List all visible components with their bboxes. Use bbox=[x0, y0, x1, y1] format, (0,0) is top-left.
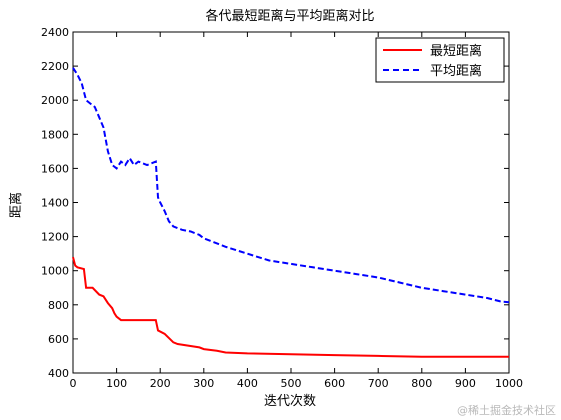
y-tick-label: 400 bbox=[48, 367, 69, 380]
y-tick-label: 2000 bbox=[41, 94, 69, 107]
legend: 最短距离 平均距离 bbox=[375, 37, 505, 83]
x-tick-label: 800 bbox=[411, 377, 432, 390]
plot-frame bbox=[72, 31, 510, 374]
y-tick-label: 600 bbox=[48, 333, 69, 346]
x-axis: 0 100 200 300 400 500 600 700 800 900 1000 bbox=[70, 32, 523, 390]
y-axis-label: 距离 bbox=[8, 192, 24, 218]
y-tick-label: 2400 bbox=[41, 26, 69, 39]
x-tick-label: 500 bbox=[281, 377, 302, 390]
x-tick-label: 700 bbox=[368, 377, 389, 390]
x-tick-label: 600 bbox=[324, 377, 345, 390]
plot-area: 4006008001000120014001600180020002200240… bbox=[41, 26, 523, 390]
series-line-min-distance bbox=[72, 256, 509, 358]
legend-label-min-distance: 最短距离 bbox=[430, 43, 482, 59]
x-tick-label: 200 bbox=[150, 377, 171, 390]
y-tick-label: 2200 bbox=[41, 60, 69, 73]
x-tick-label: 400 bbox=[237, 377, 258, 390]
chart-title: 各代最短距离与平均距离对比 bbox=[205, 8, 374, 24]
x-tick-label: 900 bbox=[455, 377, 476, 390]
y-axis: 400 600 800 1000 1200 1400 1600 1800 2000 2200 240… bbox=[41, 26, 509, 380]
x-tick-label: 0 bbox=[70, 377, 77, 390]
x-tick-label: 100 bbox=[106, 377, 127, 390]
y-tick-label: 1600 bbox=[41, 162, 69, 175]
legend-label-avg-distance: 平均距离 bbox=[430, 63, 482, 79]
watermark: @稀土掘金技术社区 bbox=[457, 403, 556, 417]
x-axis-label: 迭代次数 bbox=[264, 393, 316, 409]
x-tick-label: 300 bbox=[193, 377, 214, 390]
y-tick-label: 1400 bbox=[41, 197, 69, 210]
y-tick-label: 800 bbox=[48, 299, 69, 312]
y-tick-label: 1200 bbox=[41, 231, 69, 244]
x-tick-label: 1000 bbox=[495, 377, 523, 390]
series-line-avg-distance bbox=[72, 67, 510, 304]
series-lines bbox=[72, 67, 510, 358]
legend-box bbox=[375, 37, 505, 83]
y-tick-label: 1800 bbox=[41, 128, 69, 141]
y-tick-label: 1000 bbox=[41, 265, 69, 278]
